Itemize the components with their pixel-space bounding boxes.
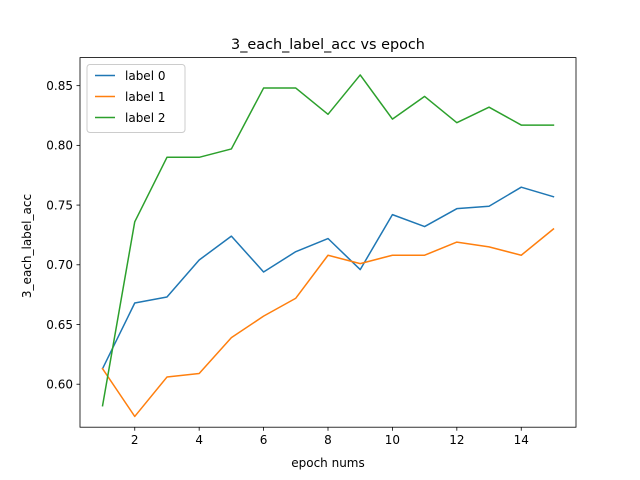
y-tick-label: 0.70 xyxy=(46,258,73,272)
x-tick-label: 10 xyxy=(385,433,400,447)
legend-box xyxy=(86,64,186,133)
chart-title: 3_each_label_acc vs epoch xyxy=(231,37,425,53)
y-tick-label: 0.60 xyxy=(46,378,73,392)
y-tick-label: 0.85 xyxy=(46,79,73,93)
y-tick-label: 0.65 xyxy=(46,318,73,332)
y-tick-label: 0.80 xyxy=(46,139,73,153)
series-line-0 xyxy=(101,186,555,370)
y-axis-label: 3_each_label_acc xyxy=(20,194,34,298)
x-tick-label: 4 xyxy=(195,433,203,447)
x-tick-label: 2 xyxy=(131,433,139,447)
series-line-1 xyxy=(101,227,555,418)
y-tick-label: 0.75 xyxy=(46,198,73,212)
legend-label-0: label 0 xyxy=(125,69,165,83)
legend-label-2: label 2 xyxy=(125,111,165,125)
x-tick-label: 14 xyxy=(514,433,529,447)
legend: label 0 label 1 label 2 xyxy=(86,64,186,133)
x-tick-label: 8 xyxy=(324,433,332,447)
x-tick-label: 12 xyxy=(449,433,464,447)
plot-area: 2 4 6 8 10 12 14 0.60 0.65 0.70 0.75 0.80 0.85 xyxy=(46,57,577,447)
x-axis-label: epoch nums xyxy=(291,456,365,470)
legend-label-1: label 1 xyxy=(125,90,165,104)
series-line-2 xyxy=(101,74,555,407)
x-tick-label: 6 xyxy=(260,433,268,447)
